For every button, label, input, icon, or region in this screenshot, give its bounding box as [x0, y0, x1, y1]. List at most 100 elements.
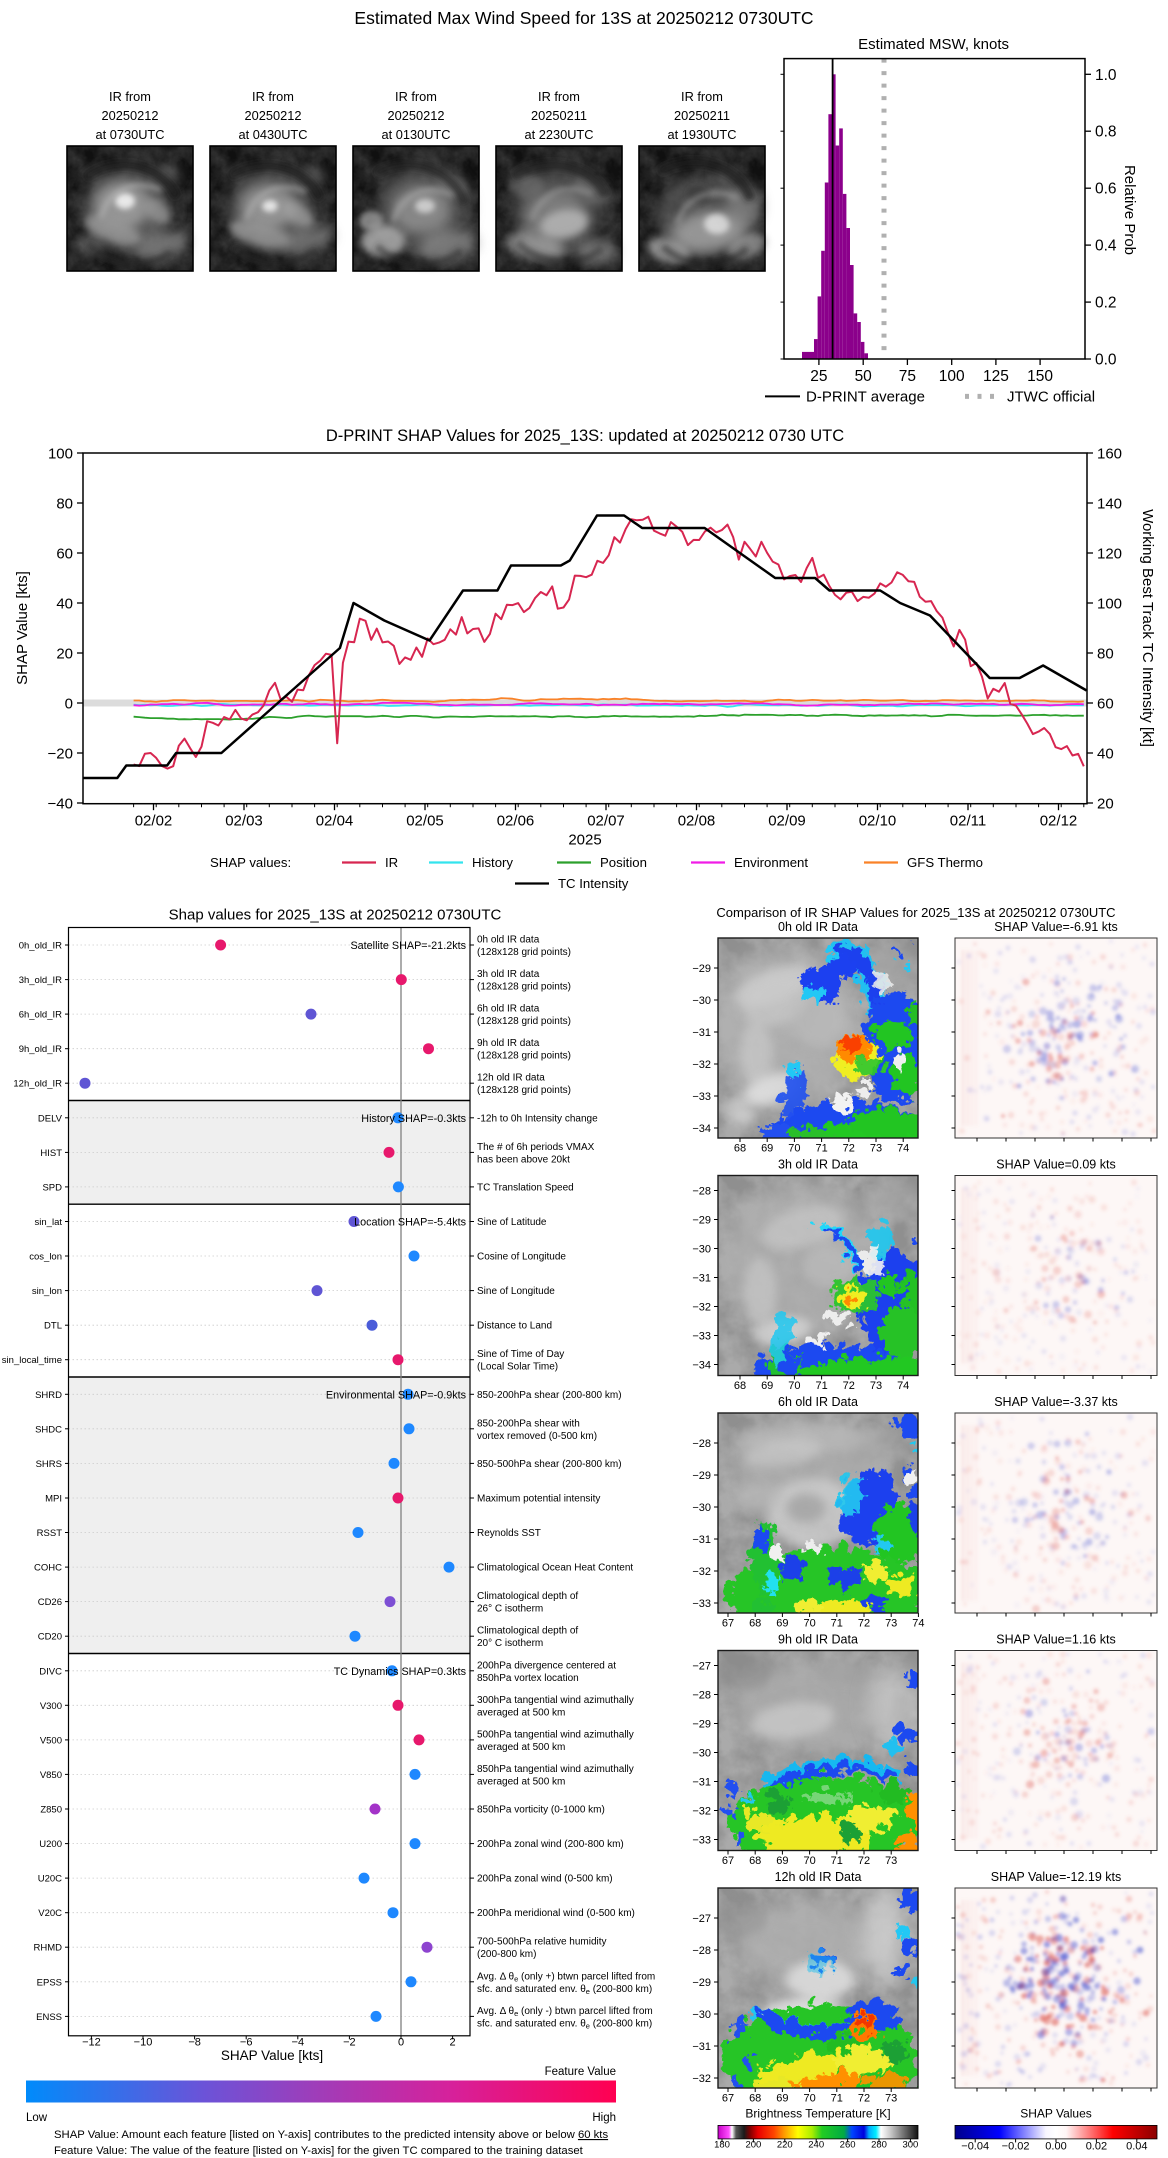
svg-text:72: 72 [858, 1618, 870, 1630]
svg-text:COHC: COHC [34, 1563, 62, 1574]
svg-text:(128x128 grid points): (128x128 grid points) [477, 947, 571, 958]
svg-text:U20C: U20C [38, 1874, 62, 1885]
svg-text:−33: −33 [692, 1598, 711, 1610]
svg-text:Working Best Track TC Intensit: Working Best Track TC Intensity [kt] [1139, 509, 1156, 747]
svg-text:CD20: CD20 [38, 1632, 62, 1643]
svg-text:73: 73 [885, 2093, 897, 2105]
svg-text:60: 60 [1097, 696, 1114, 713]
svg-text:sfc. and saturated env. θe (20: sfc. and saturated env. θe (200-800 km) [477, 1984, 652, 1996]
svg-text:6h_old_IR: 6h_old_IR [19, 1010, 62, 1021]
svg-text:0: 0 [65, 696, 73, 713]
svg-text:at 0730UTC: at 0730UTC [96, 127, 165, 142]
svg-text:0.00: 0.00 [1045, 2141, 1066, 2153]
svg-text:71: 71 [831, 2093, 843, 2105]
svg-text:3h_old_IR: 3h_old_IR [19, 975, 62, 986]
svg-text:200hPa zonal wind (0-500 km): 200hPa zonal wind (0-500 km) [477, 1874, 613, 1885]
svg-text:−31: −31 [692, 1777, 711, 1789]
svg-text:68: 68 [749, 1618, 761, 1630]
svg-text:280: 280 [871, 2140, 887, 2151]
svg-text:20250212: 20250212 [245, 108, 302, 123]
svg-text:1.0: 1.0 [1095, 67, 1117, 84]
svg-text:200hPa zonal wind (200-800 km): 200hPa zonal wind (200-800 km) [477, 1839, 624, 1850]
svg-text:at 2230UTC: at 2230UTC [525, 127, 594, 142]
svg-text:SHAP Value: Amount each featur: SHAP Value: Amount each feature [listed … [54, 2129, 608, 2141]
svg-text:−28: −28 [692, 1186, 711, 1198]
svg-text:−2: −2 [343, 2037, 356, 2049]
svg-text:02/03: 02/03 [225, 813, 263, 830]
svg-text:0.04: 0.04 [1126, 2141, 1147, 2153]
svg-text:SHAP Value=0.09 kts: SHAP Value=0.09 kts [996, 1158, 1115, 1172]
svg-text:0.4: 0.4 [1095, 238, 1117, 255]
svg-text:80: 80 [1097, 646, 1114, 663]
svg-text:SHDC: SHDC [35, 1424, 62, 1435]
svg-text:40: 40 [1097, 746, 1114, 763]
svg-text:ENSS: ENSS [36, 2012, 62, 2023]
svg-text:−10: −10 [134, 2037, 153, 2049]
svg-text:Feature Value: Feature Value [545, 2066, 616, 2078]
svg-text:has been above 20kt: has been above 20kt [477, 1154, 570, 1165]
svg-text:−33: −33 [692, 1091, 711, 1103]
svg-text:12h old IR Data: 12h old IR Data [775, 1870, 862, 1884]
svg-text:−30: −30 [692, 1244, 711, 1256]
svg-text:D-PRINT average: D-PRINT average [806, 389, 925, 406]
svg-text:TC Dynamics SHAP=0.3kts: TC Dynamics SHAP=0.3kts [334, 1666, 467, 1678]
svg-text:300hPa tangential wind azimuth: 300hPa tangential wind azimuthally [477, 1695, 634, 1706]
svg-text:125: 125 [983, 368, 1009, 385]
svg-text:9h old IR data: 9h old IR data [477, 1038, 540, 1049]
svg-text:71: 71 [815, 1143, 827, 1155]
svg-text:−34: −34 [692, 1360, 711, 1372]
svg-text:SHAP Value [kts]: SHAP Value [kts] [221, 2048, 323, 2063]
svg-text:73: 73 [885, 1855, 897, 1867]
svg-text:TC Intensity: TC Intensity [558, 876, 629, 891]
svg-text:at 0130UTC: at 0130UTC [382, 127, 451, 142]
svg-text:40: 40 [56, 596, 73, 613]
svg-text:69: 69 [776, 1618, 788, 1630]
svg-text:Avg. Δ θe (only +) btwn parcel: Avg. Δ θe (only +) btwn parcel lifted fr… [477, 1971, 655, 1983]
svg-text:850-500hPa shear (200-800 km): 850-500hPa shear (200-800 km) [477, 1459, 622, 1470]
svg-text:RSST: RSST [37, 1528, 63, 1539]
svg-text:IR from: IR from [538, 89, 580, 104]
svg-text:74: 74 [912, 1618, 924, 1630]
svg-text:V300: V300 [40, 1701, 62, 1712]
svg-text:02/05: 02/05 [406, 813, 444, 830]
svg-text:20250212: 20250212 [102, 108, 159, 123]
svg-text:6h old IR Data: 6h old IR Data [778, 1395, 858, 1409]
svg-text:D-PRINT SHAP Values for 2025_1: D-PRINT SHAP Values for 2025_13S: update… [326, 427, 844, 445]
svg-text:sfc. and saturated env. θe (20: sfc. and saturated env. θe (200-800 km) [477, 2018, 652, 2030]
svg-text:SHAP Value=-6.91 kts: SHAP Value=-6.91 kts [994, 920, 1118, 934]
svg-text:(128x128 grid points): (128x128 grid points) [477, 1085, 571, 1096]
svg-text:(Local Solar Time): (Local Solar Time) [477, 1362, 558, 1373]
svg-text:500hPa tangential wind azimuth: 500hPa tangential wind azimuthally [477, 1729, 634, 1740]
svg-text:DTL: DTL [44, 1321, 62, 1332]
svg-text:−30: −30 [692, 995, 711, 1007]
svg-text:69: 69 [776, 2093, 788, 2105]
svg-text:-12h to 0h Intensity change: -12h to 0h Intensity change [477, 1113, 598, 1124]
svg-text:HIST: HIST [40, 1148, 62, 1159]
svg-text:74: 74 [897, 1380, 909, 1392]
svg-text:0.02: 0.02 [1086, 2141, 1107, 2153]
svg-text:6h old IR data: 6h old IR data [477, 1004, 540, 1015]
svg-text:Environment: Environment [734, 855, 808, 870]
svg-text:−0.02: −0.02 [1002, 2141, 1030, 2153]
svg-text:JTWC official: JTWC official [1007, 389, 1095, 406]
svg-text:200: 200 [745, 2140, 761, 2151]
svg-text:−29: −29 [692, 1215, 711, 1227]
svg-text:IR from: IR from [109, 89, 151, 104]
svg-text:70: 70 [803, 1618, 815, 1630]
svg-text:Estimated Max Wind Speed for 1: Estimated Max Wind Speed for 13S at 2025… [354, 8, 813, 28]
svg-text:Sine of Time of Day: Sine of Time of Day [477, 1349, 564, 1360]
svg-text:220: 220 [777, 2140, 793, 2151]
svg-text:0.2: 0.2 [1095, 295, 1117, 312]
svg-text:150: 150 [1027, 368, 1053, 385]
svg-text:02/04: 02/04 [316, 813, 354, 830]
svg-text:Environmental SHAP=-0.9kts: Environmental SHAP=-0.9kts [326, 1389, 467, 1401]
svg-text:2025: 2025 [568, 832, 601, 849]
svg-text:200hPa divergence centered at: 200hPa divergence centered at [477, 1660, 616, 1671]
svg-text:73: 73 [885, 1618, 897, 1630]
svg-text:Climatological depth of: Climatological depth of [477, 1591, 578, 1602]
svg-text:3h old IR data: 3h old IR data [477, 969, 540, 980]
svg-text:−29: −29 [692, 1470, 711, 1482]
svg-text:−30: −30 [692, 1748, 711, 1760]
svg-text:SHAP Value=-3.37 kts: SHAP Value=-3.37 kts [994, 1395, 1118, 1409]
svg-text:Climatological Ocean Heat Cont: Climatological Ocean Heat Content [477, 1563, 633, 1574]
